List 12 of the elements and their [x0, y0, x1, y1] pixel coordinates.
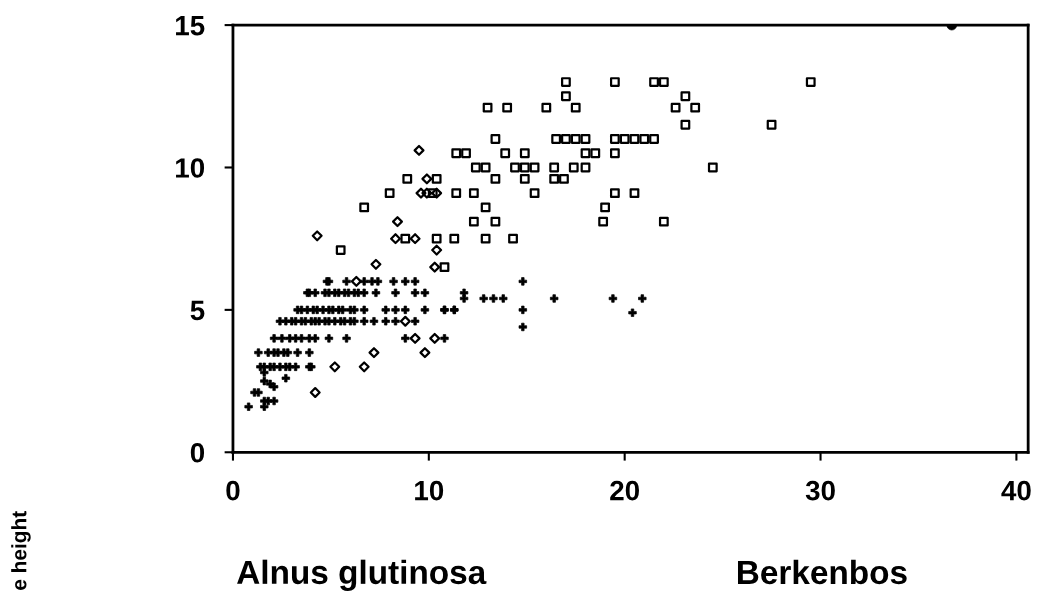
x-tick-label: 20 — [610, 480, 639, 501]
y-tick-label: 15 — [176, 16, 205, 36]
y-tick-label: 0 — [190, 442, 205, 463]
x-tick-label: 0 — [226, 480, 240, 501]
y-tick-label: 5 — [190, 300, 205, 321]
y-tick-label: 10 — [176, 158, 205, 178]
text: Alnus glutinosa — [237, 559, 487, 591]
x-tick-label: 40 — [1001, 480, 1031, 501]
text: e height — [11, 511, 31, 590]
x-tick-label: 30 — [805, 480, 835, 501]
x-tick-label: 10 — [415, 480, 444, 501]
text: Berkenbos — [737, 559, 907, 585]
